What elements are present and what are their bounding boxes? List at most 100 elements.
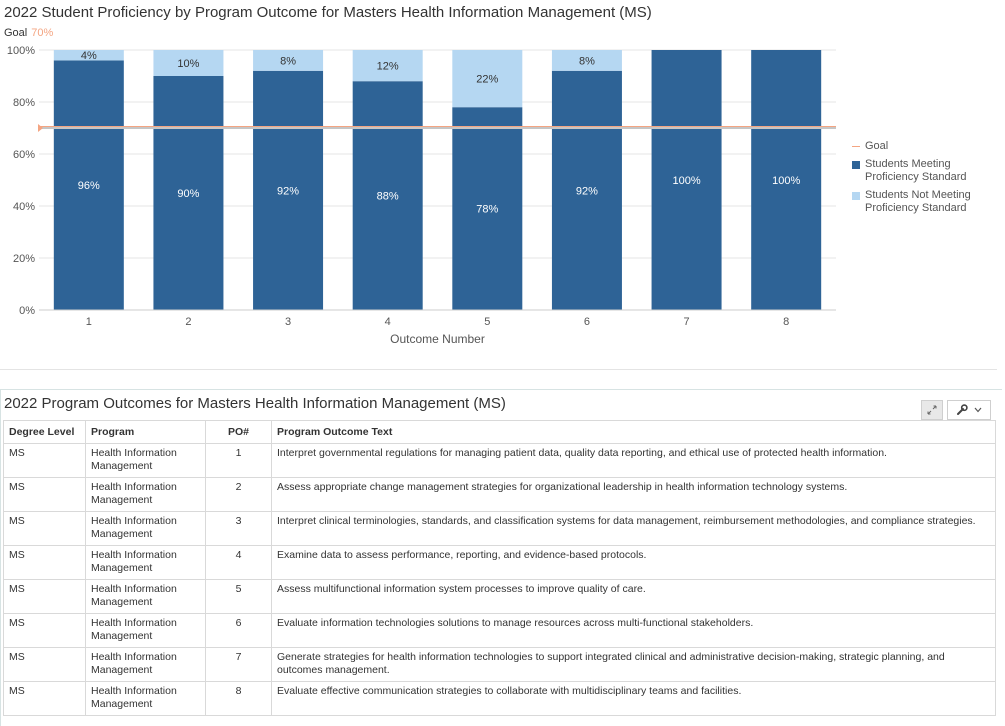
y-tick-label: 80% xyxy=(13,97,35,109)
cell-degree-level: MS xyxy=(3,477,86,512)
chart-title: 2022 Student Proficiency by Program Outc… xyxy=(4,4,652,21)
x-tick-label: 3 xyxy=(285,316,291,328)
bar-not-meeting xyxy=(253,50,324,71)
column-header-degree-level[interactable]: Degree Level xyxy=(3,420,86,444)
legend-item-goal[interactable]: Goal xyxy=(852,140,985,153)
legend-swatch-goal xyxy=(852,146,860,147)
table-row: MS Health Information Management 7 Generate… xyxy=(3,647,996,682)
cell-po: 3 xyxy=(205,511,272,546)
data-label-meeting: 78% xyxy=(476,204,498,216)
cell-outcome-text: Assess appropriate change management str… xyxy=(271,477,996,512)
bar-not-meeting xyxy=(352,50,423,82)
data-label-meeting: 92% xyxy=(576,185,598,197)
cell-degree-level: MS xyxy=(3,681,86,716)
legend-item-not-meeting[interactable]: Students Not Meeting Proficiency Standar… xyxy=(852,189,985,215)
cell-degree-level: MS xyxy=(3,511,86,546)
cell-po: 6 xyxy=(205,613,272,648)
cell-outcome-text: Evaluate effective communication strateg… xyxy=(271,681,996,716)
chart-legend: Goal Students Meeting Proficiency Standa… xyxy=(852,140,985,220)
bar-meeting xyxy=(253,70,324,310)
cell-program: Health Information Management xyxy=(85,511,206,546)
y-tick-label: 0% xyxy=(19,305,35,317)
cell-degree-level: MS xyxy=(3,613,86,648)
bar-meeting xyxy=(53,60,124,311)
cell-po: 1 xyxy=(205,443,272,478)
data-label-not-meeting: 10% xyxy=(177,58,199,70)
table-row: MS Health Information Management 5 Assess m… xyxy=(3,579,996,614)
y-tick-label: 60% xyxy=(13,149,35,161)
table-row: MS Health Information Management 6 Evaluate… xyxy=(3,613,996,648)
cell-degree-level: MS xyxy=(3,443,86,478)
program-outcomes-table: Degree Level Program PO# Program Outcome… xyxy=(3,420,996,716)
x-tick-label: 8 xyxy=(783,316,789,328)
legend-label-meeting: Students Meeting Proficiency Standard xyxy=(865,158,967,183)
cell-outcome-text: Interpret clinical terminologies, standa… xyxy=(271,511,996,546)
data-label-meeting: 90% xyxy=(177,188,199,200)
cell-program: Health Information Management xyxy=(85,647,206,682)
goal-value: 70% xyxy=(31,27,54,39)
legend-swatch-meeting xyxy=(852,161,860,169)
goal-label: Goal 70% xyxy=(4,27,53,39)
cell-outcome-text: Generate strategies for health informati… xyxy=(271,647,996,682)
data-label-meeting: 96% xyxy=(78,180,100,192)
bar-not-meeting xyxy=(153,50,224,76)
bar-not-meeting xyxy=(551,50,622,71)
cell-po: 5 xyxy=(205,579,272,614)
data-label-meeting: 92% xyxy=(277,185,299,197)
x-tick-label: 7 xyxy=(684,316,690,328)
bar-meeting xyxy=(751,50,822,310)
data-label-not-meeting: 8% xyxy=(579,55,595,67)
x-axis-title: Outcome Number xyxy=(390,332,485,346)
data-label-not-meeting: 12% xyxy=(377,61,399,73)
cell-program: Health Information Management xyxy=(85,681,206,716)
data-label-meeting: 100% xyxy=(772,175,800,187)
column-header-outcome-text[interactable]: Program Outcome Text xyxy=(271,420,996,444)
cell-outcome-text: Evaluate information technologies soluti… xyxy=(271,613,996,648)
table-panel xyxy=(0,389,1002,726)
column-header-po[interactable]: PO# xyxy=(205,420,272,444)
x-tick-label: 5 xyxy=(484,316,490,328)
data-label-not-meeting: 8% xyxy=(280,55,296,67)
bar-not-meeting xyxy=(452,50,523,108)
cell-program: Health Information Management xyxy=(85,545,206,580)
cell-program: Health Information Management xyxy=(85,579,206,614)
y-tick-label: 100% xyxy=(7,45,35,57)
table-row: MS Health Information Management 1 Interpre… xyxy=(3,443,996,478)
expand-icon xyxy=(927,405,937,415)
table-toolbar xyxy=(921,400,991,420)
cell-outcome-text: Examine data to assess performance, repo… xyxy=(271,545,996,580)
table-row: MS Health Information Management 3 Interpre… xyxy=(3,511,996,546)
cell-degree-level: MS xyxy=(3,545,86,580)
cell-program: Health Information Management xyxy=(85,613,206,648)
bar-meeting xyxy=(452,107,523,310)
expand-button[interactable] xyxy=(921,400,943,420)
x-tick-label: 1 xyxy=(86,316,92,328)
bar-meeting xyxy=(352,81,423,310)
cell-po: 2 xyxy=(205,477,272,512)
bar-meeting xyxy=(651,50,722,310)
section-divider xyxy=(0,369,997,370)
table-row: MS Health Information Management 8 Evaluate… xyxy=(3,681,996,716)
goal-marker xyxy=(38,124,43,132)
table-title: 2022 Program Outcomes for Masters Health… xyxy=(4,395,506,412)
data-label-not-meeting: 22% xyxy=(476,74,498,86)
cell-po: 7 xyxy=(205,647,272,682)
cell-program: Health Information Management xyxy=(85,477,206,512)
cell-degree-level: MS xyxy=(3,647,86,682)
bar-not-meeting xyxy=(53,50,124,61)
table-row: MS Health Information Management 4 Examine … xyxy=(3,545,996,580)
cell-po: 4 xyxy=(205,545,272,580)
cell-outcome-text: Assess multifunctional information syste… xyxy=(271,579,996,614)
chevron-down-icon xyxy=(974,407,982,413)
bar-meeting xyxy=(551,70,622,310)
column-header-program[interactable]: Program xyxy=(85,420,206,444)
legend-item-meeting[interactable]: Students Meeting Proficiency Standard xyxy=(852,158,985,184)
goal-label-text: Goal xyxy=(4,27,28,39)
cell-degree-level: MS xyxy=(3,579,86,614)
cell-program: Health Information Management xyxy=(85,443,206,478)
bar-meeting xyxy=(153,76,224,310)
table-header-row: Degree Level Program PO# Program Outcome… xyxy=(3,420,996,444)
settings-menu-button[interactable] xyxy=(947,400,991,420)
y-tick-label: 40% xyxy=(13,201,35,213)
legend-label-goal: Goal xyxy=(865,140,889,152)
